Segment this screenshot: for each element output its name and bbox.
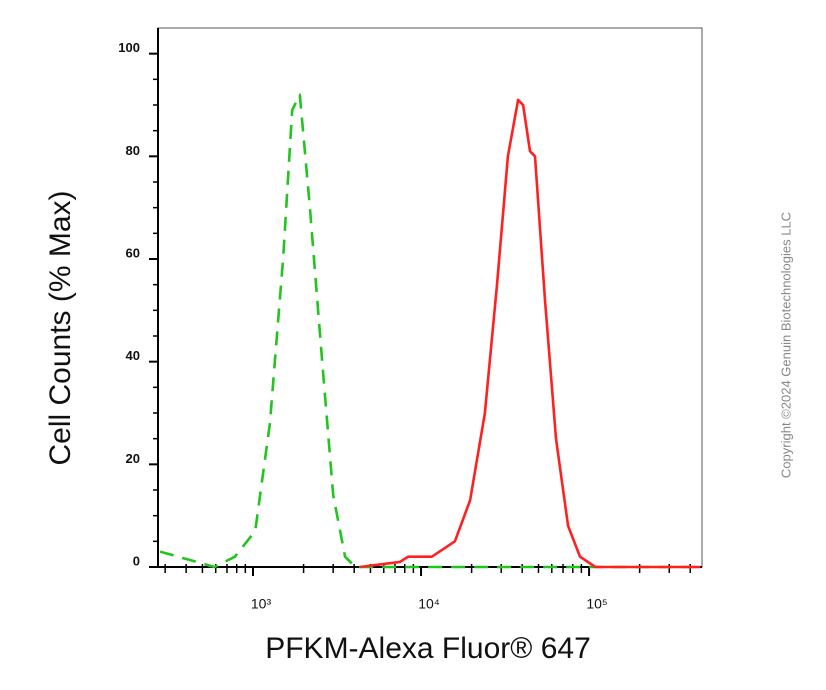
y-axis-label: Cell Counts (% Max) [44,190,77,465]
x-axis-label: PFKM-Alexa Fluor® 647 [265,632,591,665]
y-tick-label: 60 [126,245,140,260]
x-tick-label: 10³ [251,596,272,612]
x-tick-label: 10⁴ [418,596,440,612]
y-tick-label: 40 [126,348,140,363]
watermark: Copyright ©2024 Genuin Biotechnologies L… [778,212,793,478]
series-line [359,98,701,569]
plot-frame [157,27,703,568]
y-tick-label: 100 [118,40,140,55]
y-tick-label: 0 [133,553,140,568]
x-tick-label: 10⁵ [586,596,607,612]
y-tick-label: 20 [126,451,140,466]
series-line [159,93,701,569]
y-tick-label: 80 [126,143,140,158]
